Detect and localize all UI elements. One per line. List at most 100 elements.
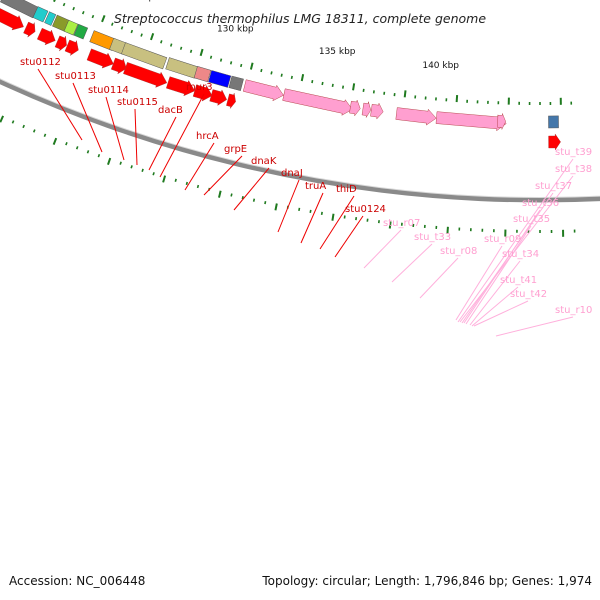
tick-mark <box>309 209 312 214</box>
gene-label-stu-r07[interactable]: stu_r07 <box>383 218 420 229</box>
leader-line <box>469 260 521 326</box>
gene-label-stu-r10[interactable]: stu_r10 <box>555 305 592 316</box>
gene-label-mur3[interactable]: mur3 <box>186 82 213 93</box>
map-title: Streptococcus thermophilus LMG 18311, co… <box>114 11 486 26</box>
leader-line <box>455 245 503 321</box>
feature-box <box>63 19 79 36</box>
feature-arrow <box>110 57 127 75</box>
label-leaders <box>37 68 574 337</box>
feature-arrow <box>123 62 168 88</box>
tick-mark <box>230 193 233 197</box>
tick-mark <box>32 129 36 133</box>
gene-label-stu-t33[interactable]: stu_t33 <box>414 232 451 243</box>
tick-mark <box>75 146 79 150</box>
leader-line <box>363 229 402 269</box>
gene-label-stu-t42[interactable]: stu_t42 <box>510 289 547 300</box>
tick-mark <box>130 165 133 169</box>
tick-mark <box>274 203 278 211</box>
leader-line <box>465 225 532 325</box>
feature-box <box>73 23 89 40</box>
leader-line <box>463 209 541 324</box>
leader-line <box>391 243 433 283</box>
feature-track <box>0 0 561 151</box>
tick-mark <box>249 62 254 70</box>
feature-arrow <box>497 113 506 130</box>
tick-mark <box>101 14 106 23</box>
feature-arrow <box>242 79 284 102</box>
tick-mark <box>169 43 173 47</box>
tick-mark <box>331 213 335 221</box>
feature-box <box>32 6 49 23</box>
leader-line <box>134 108 138 166</box>
tick-mark <box>91 14 95 19</box>
feature-arrow <box>361 101 372 118</box>
gene-label-dnaj[interactable]: dnaJ <box>281 168 303 179</box>
tick-mark <box>403 90 407 98</box>
gene-label-stu0114[interactable]: stu0114 <box>88 85 129 96</box>
kbp-label: 135 kbp <box>319 47 356 57</box>
tick-mark <box>196 184 200 189</box>
gene-label-hrca[interactable]: hrcA <box>196 131 219 142</box>
tick-mark <box>298 207 301 211</box>
feature-arrow <box>548 133 561 151</box>
feature-arrow <box>166 76 196 97</box>
gene-label-stu-t36[interactable]: stu_t36 <box>522 198 559 209</box>
feature-arrow <box>435 111 507 132</box>
leader-line <box>334 215 364 258</box>
feature-box <box>121 42 168 70</box>
tick-mark <box>130 29 134 34</box>
feature-arrow <box>54 35 67 52</box>
gene-label-grpe[interactable]: grpE <box>224 144 247 155</box>
feature-box <box>548 115 559 129</box>
feature-arrow <box>64 39 79 56</box>
feature-arrow <box>209 89 227 106</box>
feature-box <box>44 11 57 26</box>
leader-line <box>105 96 125 161</box>
gene-label-stu-t37[interactable]: stu_t37 <box>535 181 572 192</box>
gene-label-trua[interactable]: truA <box>305 181 326 192</box>
tick-mark <box>62 2 66 7</box>
tick-mark <box>0 115 5 123</box>
tick-mark <box>185 181 189 186</box>
feature-arrow <box>226 93 236 109</box>
feature-box <box>165 57 199 79</box>
gene-label-stu-t35[interactable]: stu_t35 <box>513 214 550 225</box>
gene-label-dnak[interactable]: dnaK <box>251 156 277 167</box>
gene-label-thid[interactable]: thiD <box>336 184 357 195</box>
tick-mark <box>162 175 167 183</box>
tick-mark <box>111 22 114 26</box>
backbone-arc <box>0 78 600 203</box>
tick-mark <box>270 71 273 75</box>
tick-mark <box>331 83 334 87</box>
gene-label-stu-t34[interactable]: stu_t34 <box>502 249 539 260</box>
tick-mark <box>52 137 58 146</box>
kbp-label: 130 kbp <box>217 24 254 34</box>
gene-label-dacb[interactable]: dacB <box>158 105 183 116</box>
tick-mark <box>107 157 112 166</box>
feature-arrow <box>23 21 36 38</box>
feature-box <box>228 75 244 91</box>
leader-line <box>148 116 177 171</box>
tick-mark <box>264 200 267 205</box>
tick-mark <box>179 46 183 50</box>
gene-label-stu-t38[interactable]: stu_t38 <box>555 164 592 175</box>
tick-mark <box>141 168 144 173</box>
tick-mark <box>174 178 177 182</box>
gene-label-stu-t39[interactable]: stu_t39 <box>555 147 592 158</box>
leader-line <box>37 68 83 141</box>
gene-label-stu-t41[interactable]: stu_t41 <box>500 275 537 286</box>
tick-mark <box>311 79 314 84</box>
leader-line <box>419 257 459 299</box>
feature-arrow <box>370 102 384 120</box>
tick-mark <box>97 154 101 158</box>
gene-label-stu0113[interactable]: stu0113 <box>55 71 96 82</box>
gene-label-stu0124[interactable]: stu0124 <box>345 204 386 215</box>
leader-line <box>277 179 300 233</box>
gene-label-stu-r08[interactable]: stu_r08 <box>440 246 477 257</box>
tick-mark <box>81 10 85 15</box>
kbp-label: 125 kbp <box>118 0 155 3</box>
gene-label-stu0112[interactable]: stu0112 <box>20 57 61 68</box>
gene-label-stu-r09[interactable]: stu_r09 <box>484 234 521 245</box>
gene-label-stu0115[interactable]: stu0115 <box>117 97 158 108</box>
